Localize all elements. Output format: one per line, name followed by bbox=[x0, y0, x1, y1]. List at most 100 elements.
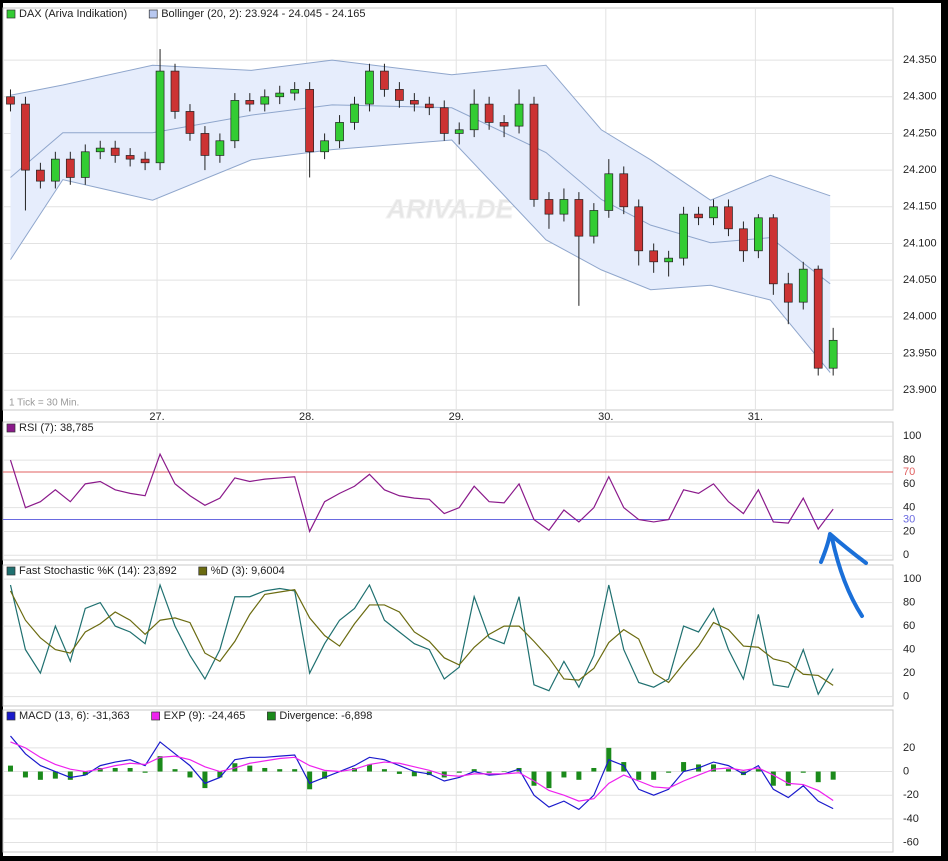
candle-body bbox=[95, 147, 105, 153]
annotation-arrow bbox=[819, 532, 868, 618]
candle-body bbox=[634, 206, 644, 252]
y-tick-label: 0 bbox=[903, 549, 909, 561]
legend-label: Bollinger (20, 2): 23.924 - 24.045 - 24.… bbox=[161, 8, 365, 20]
candle-body bbox=[245, 100, 255, 105]
candle-body bbox=[170, 70, 180, 112]
legend-swatch bbox=[267, 711, 276, 721]
bar bbox=[187, 771, 193, 778]
bar bbox=[82, 771, 88, 776]
y-tick-label: 80 bbox=[903, 597, 915, 609]
candle-body bbox=[409, 100, 419, 105]
y-tick-label: 20 bbox=[903, 525, 915, 537]
y-tick-label: 0 bbox=[903, 691, 909, 703]
candle-body bbox=[36, 169, 45, 182]
candle-body bbox=[51, 158, 60, 182]
y-tick-label: -40 bbox=[903, 813, 919, 825]
candle-body bbox=[260, 96, 270, 105]
legend-swatch bbox=[148, 9, 158, 19]
candle-body bbox=[604, 173, 614, 211]
candle-body bbox=[529, 103, 539, 200]
panel bbox=[2, 709, 894, 853]
bar bbox=[217, 771, 223, 778]
y-tick-label: 100 bbox=[903, 430, 921, 442]
y-tick-label: 20 bbox=[903, 742, 915, 754]
panel bbox=[2, 421, 894, 561]
candle-body bbox=[275, 92, 285, 98]
y-tick-label: 20 bbox=[903, 667, 915, 679]
candle-body bbox=[709, 206, 718, 219]
y-tick-label: 24.150 bbox=[903, 201, 937, 213]
candle-body bbox=[679, 213, 688, 259]
candle-body bbox=[125, 155, 135, 160]
candle-body bbox=[305, 89, 314, 153]
candle-body bbox=[140, 158, 150, 164]
y-tick-label: 0 bbox=[903, 765, 909, 777]
candle-body bbox=[768, 217, 778, 285]
candle-body bbox=[21, 103, 30, 171]
candle-body bbox=[350, 103, 359, 123]
bar bbox=[112, 767, 118, 772]
panel bbox=[2, 564, 894, 707]
bar bbox=[785, 771, 791, 786]
y-tick-label: -20 bbox=[903, 789, 919, 801]
bar bbox=[247, 765, 253, 772]
bar bbox=[501, 771, 507, 773]
bar bbox=[770, 771, 776, 786]
candle-body bbox=[110, 147, 120, 156]
y-tick-label: 100 bbox=[903, 573, 921, 585]
y-tick-label: 24.050 bbox=[903, 274, 937, 286]
reference-label: 70 bbox=[903, 466, 915, 478]
bar bbox=[127, 767, 133, 772]
bar bbox=[815, 771, 821, 783]
band-lower bbox=[10, 139, 831, 373]
candle-body bbox=[798, 268, 808, 303]
candle-body bbox=[6, 96, 15, 105]
bar bbox=[366, 764, 372, 772]
bar bbox=[576, 771, 582, 780]
bar bbox=[277, 769, 283, 772]
candle-body bbox=[694, 213, 703, 219]
x-tick-label: 29. bbox=[449, 411, 464, 423]
candle-body bbox=[484, 103, 494, 123]
bar bbox=[531, 771, 537, 786]
bar bbox=[172, 769, 178, 772]
bar bbox=[636, 771, 642, 780]
candle-body bbox=[365, 70, 374, 105]
series-line bbox=[9, 589, 834, 686]
candle-body bbox=[469, 103, 479, 131]
series-line bbox=[10, 735, 834, 811]
candle-body bbox=[454, 129, 464, 134]
x-tick-label: 31. bbox=[748, 411, 763, 423]
bar bbox=[725, 769, 731, 772]
legend-swatch bbox=[6, 9, 16, 19]
band-middle bbox=[10, 104, 831, 285]
y-tick-label: 24.350 bbox=[903, 54, 937, 66]
bar bbox=[262, 767, 268, 772]
bar bbox=[292, 769, 298, 772]
y-tick-label: 24.000 bbox=[903, 311, 937, 323]
bar bbox=[471, 769, 477, 772]
candle-body bbox=[739, 228, 748, 252]
candle-body bbox=[230, 100, 240, 142]
candle-body bbox=[395, 89, 404, 101]
legend-label: MACD (13, 6): -31,363 bbox=[19, 710, 130, 722]
bar bbox=[157, 756, 163, 772]
x-tick-label: 30. bbox=[598, 411, 613, 423]
bar bbox=[561, 771, 567, 778]
candle-body bbox=[424, 103, 434, 109]
bar bbox=[37, 771, 43, 780]
legend-label: Divergence: -6,898 bbox=[279, 710, 372, 722]
y-tick-label: 24.300 bbox=[903, 91, 937, 103]
bar bbox=[755, 769, 761, 772]
candle-body bbox=[200, 133, 210, 156]
candle-body bbox=[649, 250, 659, 263]
legend-label: Fast Stochastic %K (14): 23,892 bbox=[19, 565, 177, 577]
candle-body bbox=[589, 210, 599, 237]
bar bbox=[67, 771, 73, 780]
bar bbox=[307, 771, 313, 790]
bar bbox=[711, 764, 717, 772]
candle-body bbox=[65, 158, 75, 178]
bar bbox=[800, 771, 806, 773]
legend-swatch bbox=[6, 423, 16, 433]
